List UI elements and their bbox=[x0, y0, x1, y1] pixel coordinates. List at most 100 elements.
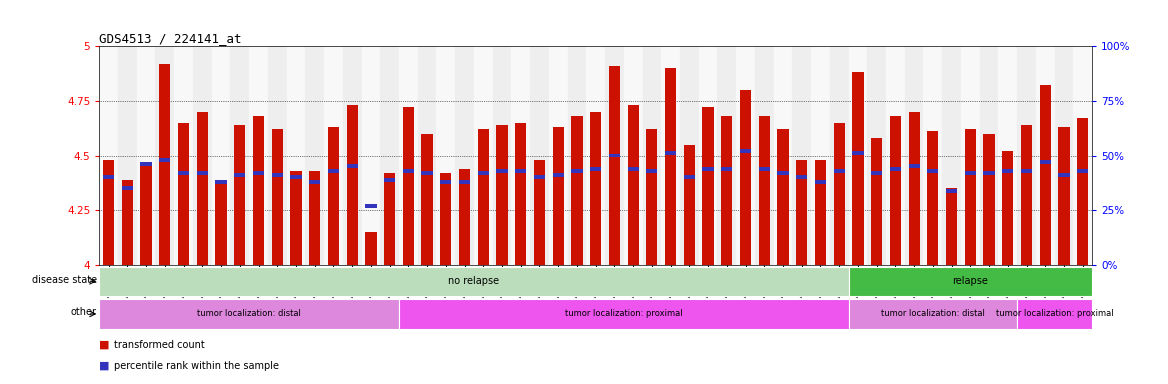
Text: no relapse: no relapse bbox=[449, 276, 500, 286]
Bar bbox=[717, 46, 736, 265]
Bar bbox=[849, 266, 1092, 296]
Bar bbox=[155, 46, 174, 265]
Bar bbox=[755, 46, 773, 265]
Bar bbox=[440, 180, 452, 184]
Bar bbox=[702, 167, 714, 170]
Bar bbox=[324, 46, 342, 265]
Bar bbox=[253, 116, 264, 265]
Bar bbox=[605, 46, 624, 265]
Bar bbox=[196, 112, 208, 265]
Bar bbox=[778, 171, 788, 175]
Bar bbox=[118, 46, 137, 265]
Bar bbox=[121, 180, 133, 265]
Bar bbox=[215, 180, 227, 265]
Bar bbox=[552, 127, 564, 265]
Bar bbox=[121, 186, 133, 190]
Bar bbox=[1036, 46, 1055, 265]
Text: other: other bbox=[71, 307, 97, 317]
Bar bbox=[234, 125, 245, 265]
Bar bbox=[792, 46, 811, 265]
Bar bbox=[159, 158, 171, 162]
Bar bbox=[999, 46, 1017, 265]
Bar bbox=[159, 64, 171, 265]
Bar bbox=[980, 46, 999, 265]
Bar bbox=[834, 123, 844, 265]
Text: GDS4513 / 224141_at: GDS4513 / 224141_at bbox=[99, 32, 242, 45]
Bar bbox=[627, 167, 639, 170]
Bar bbox=[1021, 169, 1033, 173]
Bar bbox=[478, 171, 489, 175]
Bar bbox=[459, 180, 471, 184]
Bar bbox=[1040, 86, 1051, 265]
Bar bbox=[249, 46, 267, 265]
Bar bbox=[1040, 160, 1051, 164]
Bar bbox=[609, 66, 620, 265]
Bar bbox=[965, 129, 976, 265]
Bar bbox=[909, 112, 919, 265]
Bar bbox=[739, 149, 751, 153]
Bar bbox=[797, 175, 807, 179]
Text: tumor localization: distal: tumor localization: distal bbox=[881, 309, 985, 318]
Bar bbox=[983, 134, 995, 265]
Bar bbox=[871, 138, 882, 265]
Bar bbox=[272, 129, 283, 265]
Bar bbox=[99, 46, 118, 265]
Bar bbox=[965, 171, 976, 175]
Bar bbox=[571, 169, 583, 173]
Bar bbox=[137, 46, 155, 265]
Bar bbox=[811, 46, 829, 265]
Bar bbox=[515, 123, 527, 265]
Bar bbox=[234, 173, 245, 177]
Bar bbox=[381, 46, 399, 265]
Bar bbox=[849, 299, 1017, 329]
Bar bbox=[328, 169, 339, 173]
Text: ■: ■ bbox=[99, 340, 110, 350]
Bar bbox=[230, 46, 249, 265]
Bar bbox=[99, 266, 849, 296]
Bar bbox=[683, 145, 695, 265]
Bar bbox=[399, 299, 849, 329]
Bar bbox=[399, 46, 418, 265]
Bar bbox=[665, 68, 676, 265]
Bar bbox=[1002, 169, 1014, 173]
Bar bbox=[496, 125, 508, 265]
Bar bbox=[1021, 125, 1033, 265]
Bar bbox=[853, 72, 863, 265]
Bar bbox=[366, 232, 376, 265]
Bar bbox=[178, 123, 189, 265]
Bar bbox=[946, 189, 958, 265]
Bar bbox=[961, 46, 980, 265]
Bar bbox=[797, 160, 807, 265]
Bar bbox=[272, 173, 283, 177]
Bar bbox=[661, 46, 680, 265]
Bar bbox=[868, 46, 887, 265]
Bar bbox=[778, 129, 788, 265]
Bar bbox=[627, 105, 639, 265]
Bar bbox=[983, 171, 995, 175]
Bar bbox=[815, 160, 826, 265]
Bar bbox=[1058, 173, 1070, 177]
Bar bbox=[534, 160, 545, 265]
Text: tumor localization: proximal: tumor localization: proximal bbox=[565, 309, 682, 318]
Bar bbox=[773, 46, 792, 265]
Bar bbox=[829, 46, 849, 265]
Bar bbox=[946, 189, 958, 192]
Bar bbox=[347, 164, 357, 169]
Bar bbox=[1055, 46, 1073, 265]
Bar bbox=[366, 204, 376, 208]
Bar bbox=[549, 46, 568, 265]
Bar bbox=[887, 46, 905, 265]
Bar bbox=[103, 160, 114, 265]
Bar bbox=[815, 180, 826, 184]
Bar bbox=[586, 46, 605, 265]
Bar bbox=[384, 178, 395, 182]
Bar bbox=[609, 154, 620, 157]
Text: tumor localization: distal: tumor localization: distal bbox=[197, 309, 301, 318]
Bar bbox=[478, 129, 489, 265]
Bar bbox=[568, 46, 586, 265]
Bar bbox=[291, 171, 301, 265]
Bar bbox=[267, 46, 286, 265]
Bar bbox=[362, 46, 381, 265]
Bar bbox=[1073, 46, 1092, 265]
Bar bbox=[624, 46, 642, 265]
